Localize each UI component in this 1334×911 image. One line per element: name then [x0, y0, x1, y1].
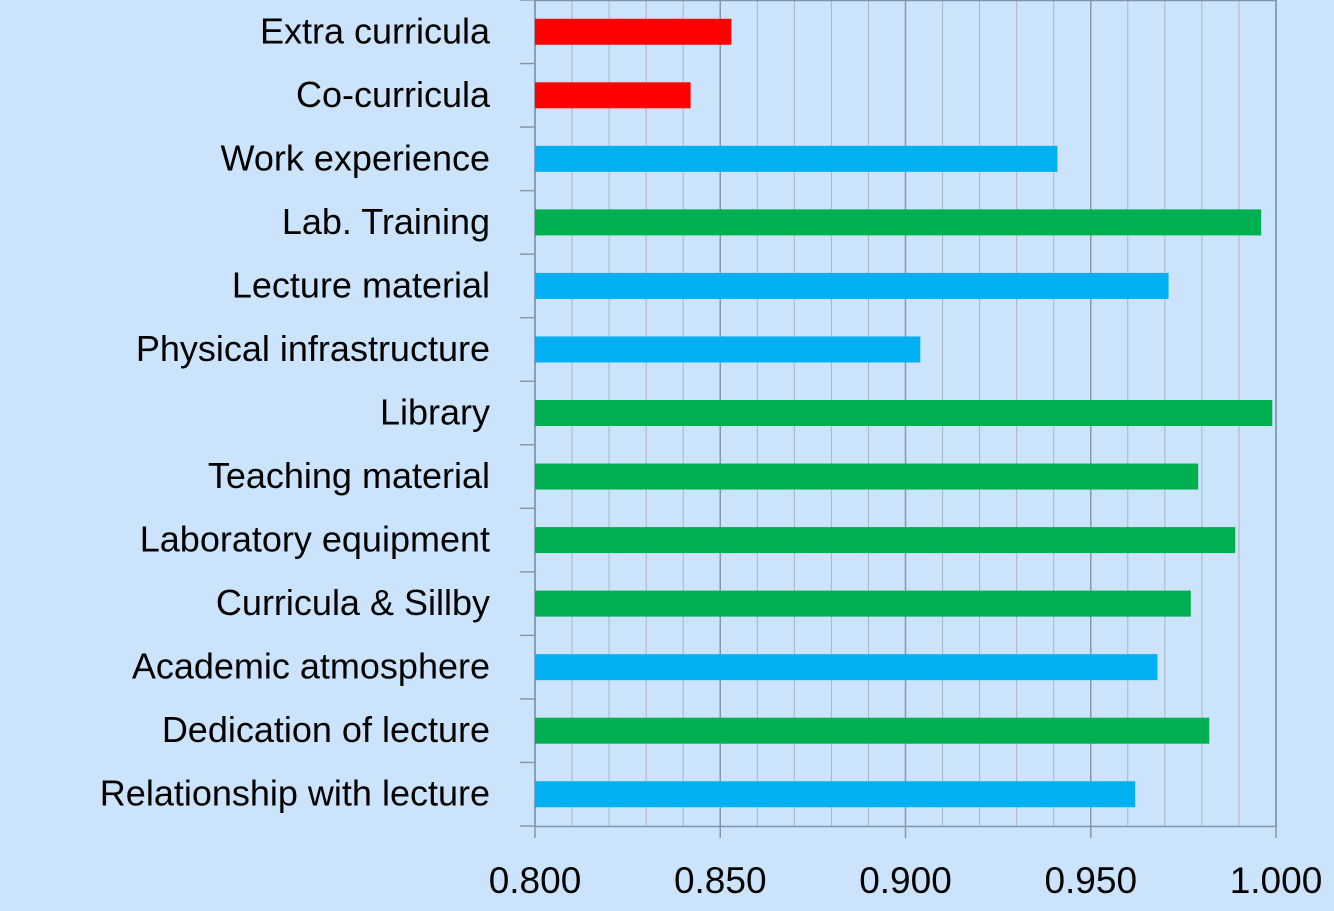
- bar: [535, 781, 1136, 808]
- bar: [535, 590, 1191, 617]
- bar: [535, 717, 1210, 744]
- bar: [535, 527, 1236, 554]
- x-tick-label: 0.850: [674, 860, 767, 901]
- y-tick-label: Lecture material: [232, 264, 490, 305]
- y-tick-label: Extra curricula: [260, 10, 491, 51]
- x-tick-label: 0.950: [1044, 860, 1137, 901]
- y-tick-label: Teaching material: [208, 455, 490, 496]
- bar: [535, 82, 691, 109]
- bar: [535, 145, 1058, 172]
- x-tick-label: 0.900: [859, 860, 952, 901]
- y-tick-label: Co-curricula: [296, 74, 491, 115]
- bar: [535, 209, 1262, 236]
- y-tick-label: Laboratory equipment: [140, 519, 490, 560]
- y-tick-label: Physical infrastructure: [136, 328, 490, 369]
- bar: [535, 654, 1158, 681]
- y-tick-label: Relationship with lecture: [100, 773, 490, 814]
- y-tick-label: Lab. Training: [282, 201, 490, 242]
- y-tick-label: Library: [380, 392, 490, 433]
- y-tick-label: Curricula & Sillby: [216, 582, 490, 623]
- y-tick-label: Work experience: [221, 137, 490, 178]
- bar: [535, 400, 1273, 426]
- y-tick-label: Dedication of lecture: [162, 709, 490, 750]
- x-tick-label: 0.800: [489, 860, 582, 901]
- bar: [535, 463, 1199, 490]
- y-tick-label: Academic atmosphere: [132, 646, 490, 687]
- bar: [535, 336, 921, 363]
- x-tick-label: 1.000: [1230, 860, 1323, 901]
- bar: [535, 18, 732, 45]
- bar: [535, 272, 1169, 299]
